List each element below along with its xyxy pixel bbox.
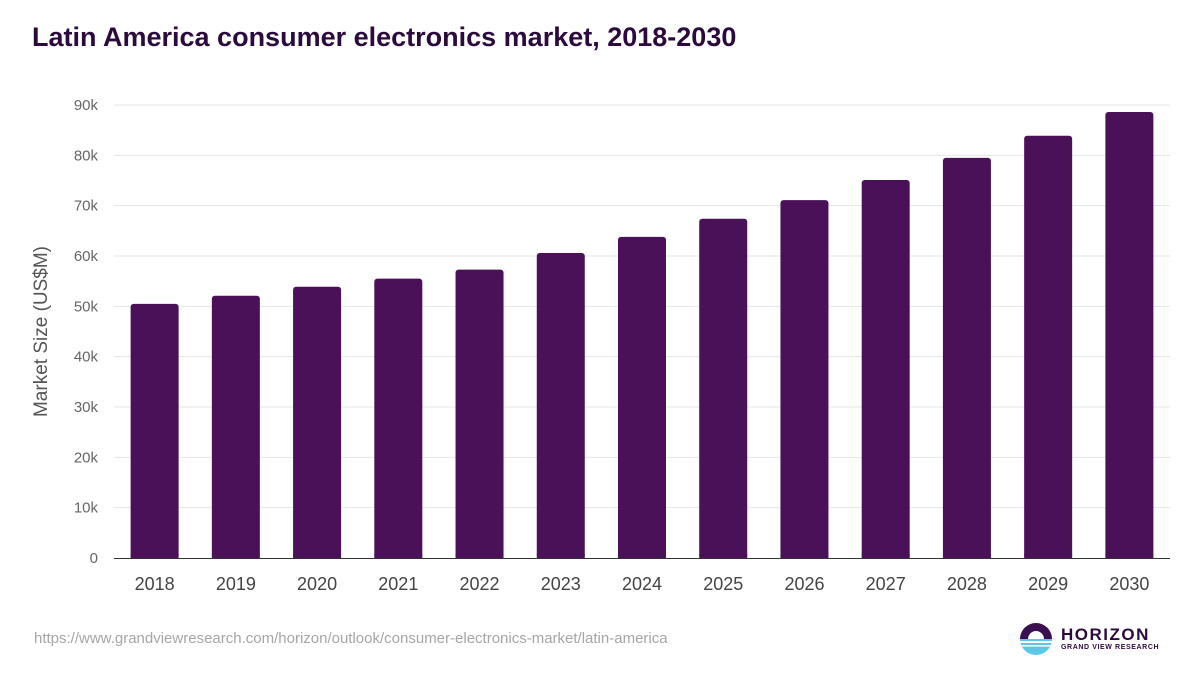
x-tick-label: 2027 — [866, 574, 906, 594]
bar-base-2019 — [211, 554, 260, 558]
bar-base-2021 — [374, 554, 423, 558]
bar-2022[interactable] — [455, 269, 504, 558]
x-tick-label: 2025 — [703, 574, 743, 594]
x-tick-label: 2018 — [135, 574, 175, 594]
x-tick-label: 2021 — [378, 574, 418, 594]
bar-2030[interactable] — [1105, 112, 1154, 559]
bar-base-2020 — [293, 554, 342, 558]
chart-title: Latin America consumer electronics marke… — [32, 22, 737, 52]
y-tick-label: 10k — [74, 500, 99, 517]
y-tick-label: 80k — [74, 147, 99, 164]
bar-2026[interactable] — [780, 200, 829, 558]
bar-2029[interactable] — [1024, 135, 1073, 558]
bar-2024[interactable] — [618, 236, 666, 558]
x-tick-label: 2020 — [297, 574, 337, 594]
bar-2019[interactable] — [211, 295, 260, 558]
bar-2020[interactable] — [293, 286, 342, 558]
y-tick-label: 20k — [74, 449, 99, 466]
bar-2028[interactable] — [942, 157, 991, 558]
bar-base-2018 — [130, 554, 179, 558]
bar-base-2022 — [455, 554, 504, 558]
x-tick-label: 2022 — [460, 574, 500, 594]
bar-2021[interactable] — [374, 278, 423, 558]
y-tick-label: 0 — [90, 550, 98, 567]
bar-base-2029 — [1024, 554, 1073, 558]
bar-chart: 0 10k 20k 30k 40k 50k 60k 70k 80k 90k 2018 2019 202… — [31, 97, 1170, 594]
logo-subtitle: GRAND VIEW RESEARCH — [1061, 644, 1160, 651]
bar-base-2030 — [1105, 554, 1154, 558]
y-tick-label: 70k — [74, 198, 99, 215]
y-tick-label: 30k — [74, 399, 99, 416]
bar-base-2023 — [536, 554, 585, 558]
bar-base-2024 — [618, 554, 666, 558]
bar-base-2025 — [699, 554, 748, 558]
bars — [130, 112, 1154, 559]
x-tick-label: 2019 — [216, 574, 256, 594]
y-tick-label: 60k — [74, 248, 99, 265]
bar-base-2026 — [780, 554, 829, 558]
bar-base-2027 — [861, 554, 910, 558]
y-tick-label: 40k — [74, 349, 99, 366]
bar-2018[interactable] — [130, 303, 179, 558]
source-link[interactable]: https://www.grandviewresearch.com/horizo… — [34, 630, 668, 647]
bar-2025[interactable] — [699, 218, 748, 558]
x-tick-label: 2030 — [1109, 574, 1149, 594]
bar-base-2028 — [942, 554, 991, 558]
logo-wordmark: HORIZON — [1061, 625, 1150, 644]
x-tick-label: 2026 — [784, 574, 824, 594]
y-tick-label: 50k — [74, 298, 99, 315]
y-axis-ticks: 0 10k 20k 30k 40k 50k 60k 70k 80k 90k — [74, 97, 99, 567]
x-tick-label: 2023 — [541, 574, 581, 594]
x-axis-ticks: 2018 2019 2020 2021 2022 2023 2024 2025 2026 2027… — [135, 574, 1150, 594]
y-tick-label: 90k — [74, 97, 99, 114]
horizon-logo[interactable]: HORIZON GRAND VIEW RESEARCH — [1019, 622, 1169, 658]
x-tick-label: 2028 — [947, 574, 987, 594]
x-tick-label: 2029 — [1028, 574, 1068, 594]
bar-2023[interactable] — [536, 252, 585, 559]
y-axis-label: Market Size (US$M) — [31, 246, 52, 417]
bar-2027[interactable] — [861, 179, 910, 558]
x-tick-label: 2024 — [622, 574, 662, 594]
horizon-logo-icon — [1020, 623, 1052, 655]
